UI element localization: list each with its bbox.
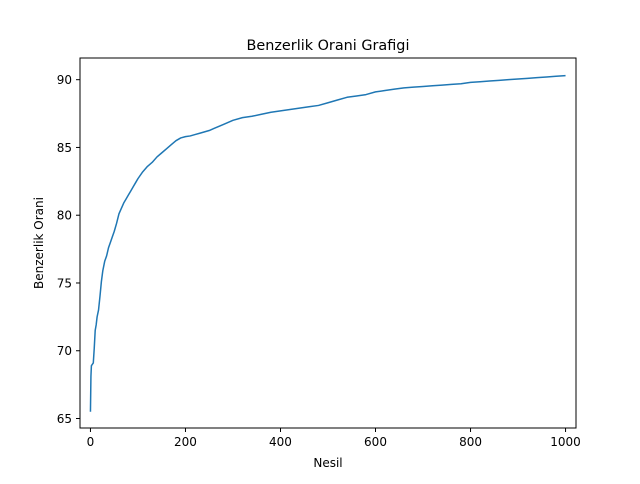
y-tick-label: 90: [57, 73, 72, 87]
x-tick-label: 1000: [550, 435, 581, 449]
x-axis: 0 200 400 600 800 1000: [87, 428, 581, 449]
y-axis-label: Benzerlik Orani: [32, 197, 46, 289]
axes-frame: [79, 57, 577, 429]
y-tick-label: 65: [57, 412, 72, 426]
x-axis-label: Nesil: [313, 456, 342, 470]
chart-title: Benzerlik Orani Grafigi: [247, 38, 410, 54]
x-tick-label: 800: [459, 435, 482, 449]
plot-area: [89, 74, 566, 412]
series-line-0: [89, 74, 566, 412]
x-tick-label: 600: [364, 435, 387, 449]
x-tick-label: 0: [87, 435, 95, 449]
x-tick-label: 200: [174, 435, 197, 449]
y-tick-label: 70: [57, 344, 72, 358]
y-tick-label: 85: [57, 141, 72, 155]
y-tick-label: 80: [57, 209, 72, 223]
x-tick-label: 400: [269, 435, 292, 449]
y-axis: 65 70 75 80 85 90: [57, 73, 80, 426]
y-tick-label: 75: [57, 276, 72, 290]
